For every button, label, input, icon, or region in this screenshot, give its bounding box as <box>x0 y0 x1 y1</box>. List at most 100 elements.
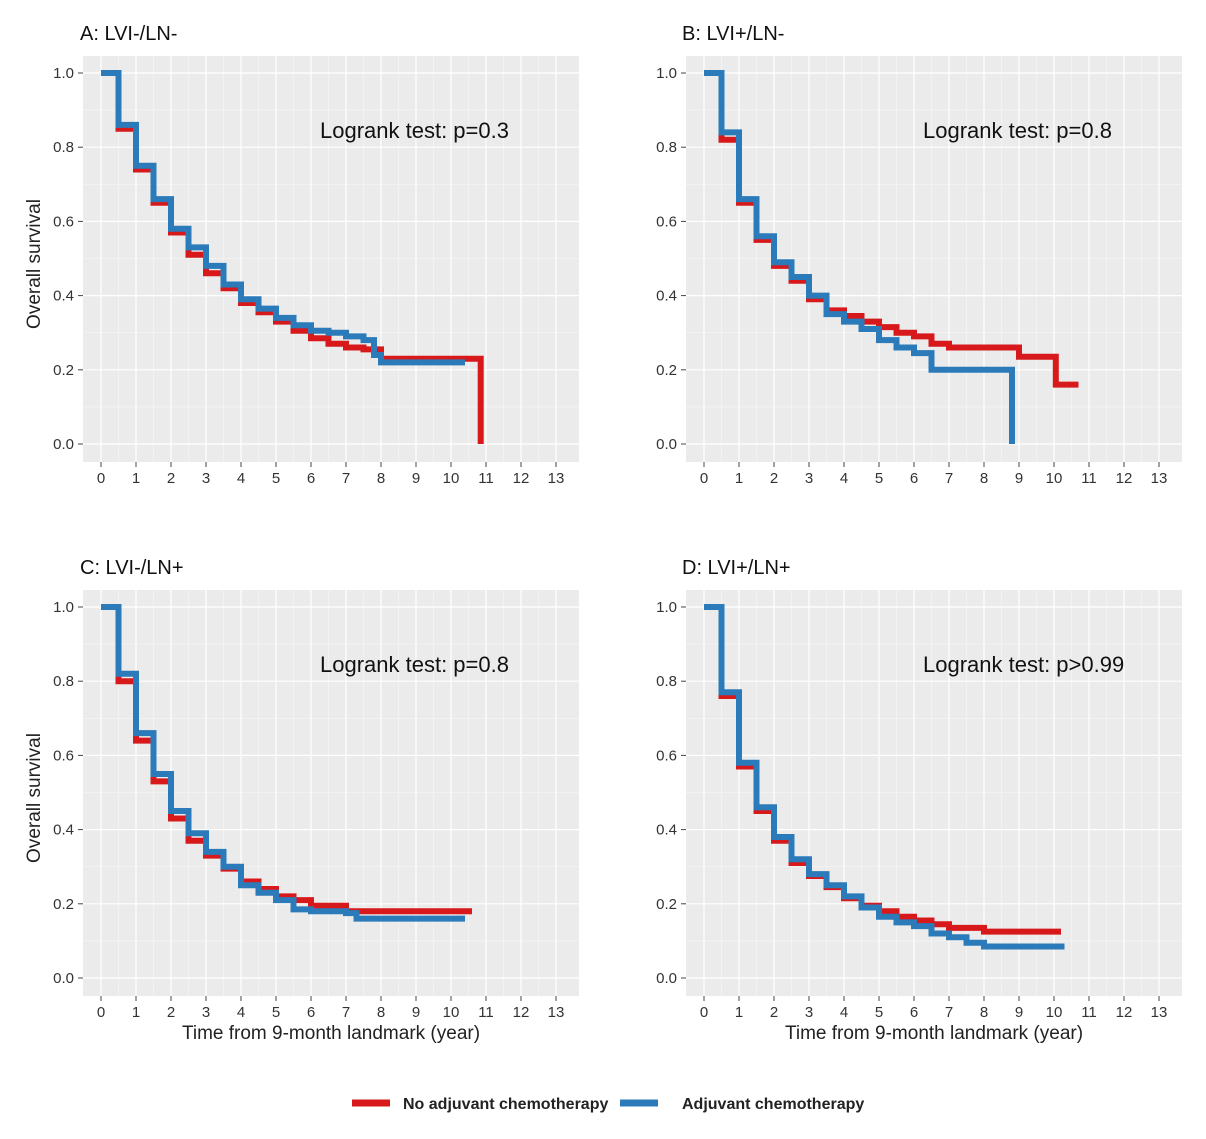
x-tick-label: 1 <box>132 470 140 487</box>
y-tick-label: 0.8 <box>656 673 677 690</box>
legend-label-chemo: Adjuvant chemotherapy <box>682 1096 864 1113</box>
x-tick-label: 5 <box>272 470 280 487</box>
x-tick-label: 8 <box>377 470 385 487</box>
survival-curve-chemo <box>101 70 465 366</box>
y-tick-label: 0.8 <box>656 139 677 156</box>
x-tick-label: 1 <box>735 1004 743 1021</box>
x-tick-label: 0 <box>700 470 708 487</box>
x-tick-label: 2 <box>770 1004 778 1021</box>
x-tick-label: 13 <box>548 470 565 487</box>
x-tick-label: 2 <box>167 470 175 487</box>
x-tick-label: 7 <box>945 1004 953 1021</box>
survival-curve-chemo <box>101 604 465 922</box>
legend: No adjuvant chemotherapy Adjuvant chemoth… <box>352 1096 864 1113</box>
y-tick-label: 0.6 <box>656 213 677 230</box>
y-tick-label: 0.4 <box>656 288 677 305</box>
x-tick-label: 4 <box>237 1004 245 1021</box>
x-tick-label: 13 <box>1151 1004 1168 1021</box>
panel-title: B: LVI+/LN- <box>682 23 784 45</box>
x-tick-label: 7 <box>945 470 953 487</box>
y-tick-label: 1.0 <box>656 599 677 616</box>
plot-background <box>83 56 579 462</box>
y-tick-label: 1.0 <box>656 65 677 82</box>
x-tick-label: 10 <box>443 1004 460 1021</box>
legend-label-no-chemo: No adjuvant chemotherapy <box>403 1096 608 1113</box>
x-tick-label: 0 <box>700 1004 708 1021</box>
panel-title: A: LVI-/LN- <box>80 23 177 45</box>
plot-background <box>686 56 1182 462</box>
x-tick-label: 10 <box>1046 470 1063 487</box>
survival-curve-no-chemo <box>101 70 484 444</box>
y-tick-label: 0.4 <box>53 822 74 839</box>
y-tick-label: 0.2 <box>656 362 677 379</box>
y-tick-label: 0.0 <box>53 436 74 453</box>
x-tick-label: 7 <box>342 1004 350 1021</box>
x-tick-label: 5 <box>875 470 883 487</box>
logrank-annotation: Logrank test: p>0.99 <box>923 652 1124 677</box>
x-axis-title: Time from 9-month landmark (year) <box>785 1023 1083 1044</box>
x-tick-label: 2 <box>770 470 778 487</box>
y-tick-label: 0.6 <box>53 213 74 230</box>
x-tick-label: 9 <box>412 1004 420 1021</box>
x-tick-label: 11 <box>1081 1004 1097 1021</box>
logrank-annotation: Logrank test: p=0.8 <box>320 652 509 677</box>
x-tick-label: 3 <box>202 470 210 487</box>
logrank-annotation: Logrank test: p=0.3 <box>320 118 509 143</box>
x-tick-label: 6 <box>910 470 918 487</box>
y-tick-label: 1.0 <box>53 599 74 616</box>
logrank-annotation: Logrank test: p=0.8 <box>923 118 1112 143</box>
x-tick-label: 13 <box>548 1004 565 1021</box>
plot-background <box>83 590 579 996</box>
y-tick-label: 0.6 <box>656 747 677 764</box>
x-tick-label: 9 <box>412 470 420 487</box>
y-axis-title: Overall survival <box>24 199 45 329</box>
y-tick-label: 0.4 <box>656 822 677 839</box>
x-tick-label: 0 <box>97 470 105 487</box>
x-tick-label: 4 <box>840 470 848 487</box>
panel-3: 0 1 2 3 4 5 6 7 8 9 10 11 12 130.00.20.40.60.81.0C: L… <box>24 557 579 1044</box>
x-tick-label: 9 <box>1015 470 1023 487</box>
y-axis-title: Overall survival <box>24 733 45 863</box>
x-tick-label: 6 <box>307 1004 315 1021</box>
y-tick-label: 0.8 <box>53 673 74 690</box>
x-tick-label: 12 <box>1116 470 1133 487</box>
y-tick-label: 0.0 <box>656 436 677 453</box>
x-tick-label: 9 <box>1015 1004 1023 1021</box>
y-tick-label: 0.2 <box>53 896 74 913</box>
x-tick-label: 5 <box>875 1004 883 1021</box>
x-tick-label: 0 <box>97 1004 105 1021</box>
y-tick-label: 0.8 <box>53 139 74 156</box>
panel-title: C: LVI-/LN+ <box>80 557 184 579</box>
x-tick-label: 4 <box>840 1004 848 1021</box>
panel-4: 0 1 2 3 4 5 6 7 8 9 10 11 12 130.00.20.40.60.81.0D: L… <box>656 557 1182 1044</box>
x-tick-label: 8 <box>980 1004 988 1021</box>
y-tick-label: 1.0 <box>53 65 74 82</box>
survival-curve-chemo <box>704 604 1065 950</box>
y-tick-label: 0.2 <box>656 896 677 913</box>
x-tick-label: 10 <box>1046 1004 1063 1021</box>
x-tick-label: 3 <box>805 470 813 487</box>
x-tick-label: 12 <box>513 470 530 487</box>
y-tick-label: 0.0 <box>656 970 677 987</box>
x-tick-label: 8 <box>377 1004 385 1021</box>
survival-curve-chemo <box>704 70 1015 444</box>
x-tick-label: 4 <box>237 470 245 487</box>
x-tick-label: 2 <box>167 1004 175 1021</box>
x-tick-label: 7 <box>342 470 350 487</box>
x-tick-label: 12 <box>513 1004 530 1021</box>
x-tick-label: 11 <box>478 1004 494 1021</box>
x-tick-label: 5 <box>272 1004 280 1021</box>
x-tick-label: 13 <box>1151 470 1168 487</box>
x-tick-label: 3 <box>805 1004 813 1021</box>
x-tick-label: 6 <box>910 1004 918 1021</box>
y-tick-label: 0.4 <box>53 288 74 305</box>
y-tick-label: 0.2 <box>53 362 74 379</box>
x-tick-label: 6 <box>307 470 315 487</box>
x-tick-label: 12 <box>1116 1004 1133 1021</box>
x-tick-label: 1 <box>132 1004 140 1021</box>
x-tick-label: 10 <box>443 470 460 487</box>
x-tick-label: 8 <box>980 470 988 487</box>
panel-title: D: LVI+/LN+ <box>682 557 791 579</box>
y-tick-label: 0.6 <box>53 747 74 764</box>
x-tick-label: 1 <box>735 470 743 487</box>
